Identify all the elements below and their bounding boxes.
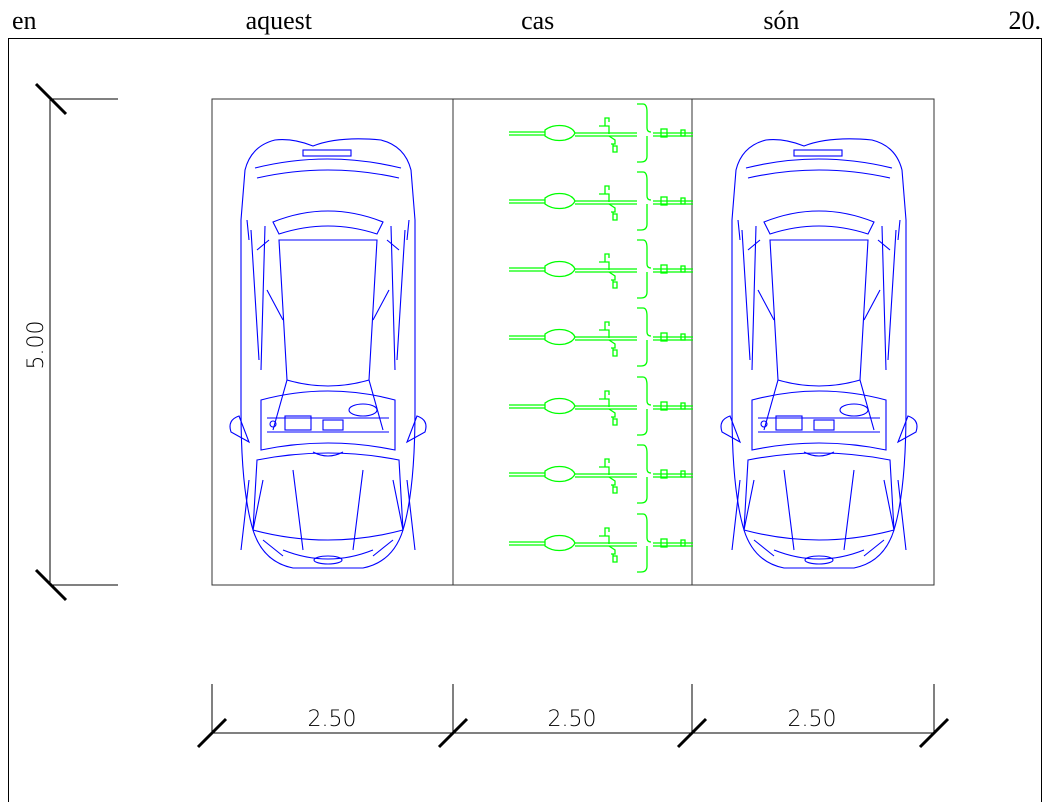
width-dimension-label: 2.50: [308, 707, 357, 732]
bicycle-icon: [508, 376, 694, 436]
caption-word: aquest: [245, 6, 313, 35]
caption-word: són: [763, 6, 800, 35]
bicycle-icon: [508, 171, 694, 231]
bicycle-icon: [508, 103, 694, 163]
height-dimension-label: 5.00: [24, 321, 49, 370]
caption-word: en: [12, 6, 37, 35]
bicycle-rack: [508, 103, 694, 573]
car-left-icon: [229, 138, 427, 569]
parking-grid: [211, 98, 935, 586]
drawing-frame: [8, 38, 1042, 802]
bicycle-icon: [508, 444, 694, 504]
width-dimensions: [196, 684, 950, 749]
bicycle-icon: [508, 239, 694, 299]
width-dimension-label: 2.50: [548, 707, 597, 732]
caption-word: cas: [521, 6, 555, 35]
car-right-icon: [720, 138, 918, 569]
caption-word: 20.: [1008, 6, 1041, 35]
width-dimension-label: 2.50: [788, 707, 837, 732]
bicycle-icon: [508, 513, 694, 573]
height-dimension: [34, 82, 118, 602]
bicycle-icon: [508, 307, 694, 367]
caption-text-line: en aquest cas són 20.: [0, 6, 1055, 38]
